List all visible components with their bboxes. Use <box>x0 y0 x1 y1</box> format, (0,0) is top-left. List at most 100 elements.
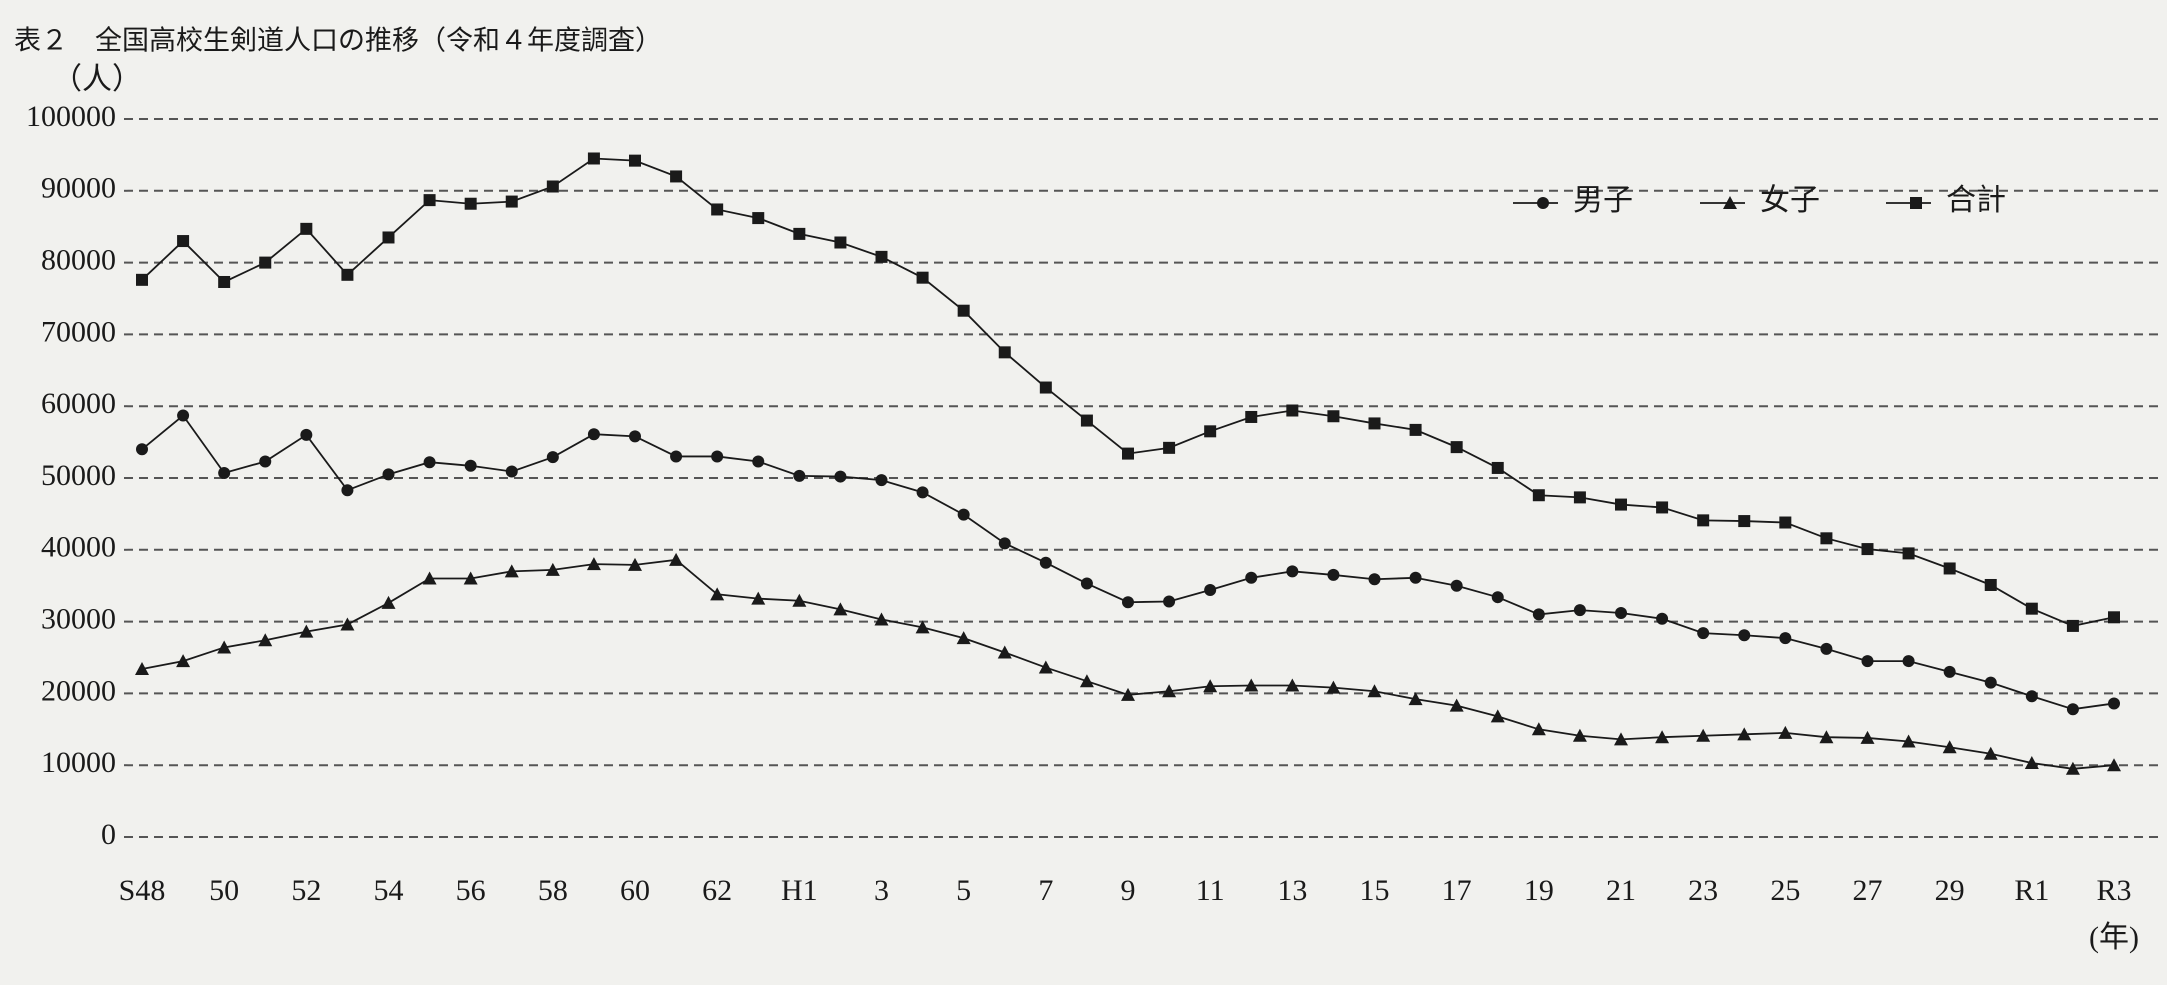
y-tick-label: 20000 <box>41 674 116 707</box>
data-point <box>300 222 313 235</box>
x-tick-label: 27 <box>1853 874 1883 907</box>
data-point <box>710 587 725 601</box>
data-point <box>1079 674 1094 688</box>
data-point <box>1163 441 1176 454</box>
data-point <box>1203 679 1218 693</box>
data-point <box>259 256 272 269</box>
data-point <box>833 602 848 616</box>
data-point <box>1286 404 1299 417</box>
data-point <box>1408 692 1423 706</box>
x-tick-label: 15 <box>1360 874 1390 907</box>
data-point <box>1162 684 1177 698</box>
data-point <box>1163 595 1176 608</box>
data-point <box>1450 441 1463 454</box>
x-tick-label: S48 <box>119 874 166 907</box>
data-point <box>1449 698 1464 712</box>
data-point <box>793 227 806 240</box>
data-point <box>1039 556 1052 569</box>
x-tick-label: 58 <box>538 874 568 907</box>
data-point <box>464 459 477 472</box>
series-line <box>141 558 2115 770</box>
data-point <box>1820 642 1833 655</box>
data-point <box>136 273 148 286</box>
data-point <box>1902 547 1915 560</box>
data-point <box>1450 579 1463 592</box>
data-point <box>998 346 1011 359</box>
data-point <box>834 236 847 249</box>
y-tick-label: 50000 <box>41 459 116 492</box>
data-point <box>1943 665 1956 678</box>
data-point <box>1368 417 1381 430</box>
data-point <box>546 451 559 464</box>
x-tick-label: R1 <box>2014 874 2049 907</box>
data-point <box>957 304 970 317</box>
data-point <box>1943 562 1956 575</box>
x-tick-label: 60 <box>620 874 650 907</box>
data-point <box>218 466 231 479</box>
series-line <box>141 157 2115 627</box>
data-point <box>628 557 642 571</box>
y-tick-label: 10000 <box>41 746 116 779</box>
y-tick-label: 90000 <box>41 172 116 205</box>
data-point <box>669 552 684 566</box>
data-point <box>423 456 436 469</box>
data-point <box>1367 684 1382 698</box>
x-tick-label: 56 <box>456 874 486 907</box>
data-point <box>587 428 600 441</box>
data-point <box>1779 516 1792 529</box>
data-point <box>1490 709 1505 723</box>
data-point <box>1080 414 1093 427</box>
legend-marker <box>1723 196 1737 209</box>
data-point <box>1942 740 1957 754</box>
data-point <box>1080 577 1093 590</box>
data-point <box>587 152 600 165</box>
data-point <box>1697 514 1710 527</box>
data-point <box>1656 501 1669 514</box>
x-tick-label: R3 <box>2096 874 2131 907</box>
data-point <box>711 450 724 463</box>
data-point <box>299 624 314 638</box>
chart-title: 表２ 全国高校生剣道人口の推移（令和４年度調査） <box>14 26 662 57</box>
x-tick-label: 19 <box>1524 874 1554 907</box>
data-point <box>1656 612 1669 625</box>
x-tick-label: 25 <box>1770 874 1800 907</box>
data-point <box>1615 498 1627 511</box>
data-point <box>505 465 518 478</box>
data-point <box>2024 756 2039 770</box>
data-point <box>2107 758 2121 772</box>
data-point <box>381 595 396 609</box>
data-point <box>1697 627 1710 640</box>
data-point <box>341 484 354 497</box>
data-point <box>217 640 232 654</box>
data-point <box>218 275 231 288</box>
data-point <box>1779 632 1792 645</box>
data-point <box>1245 410 1258 423</box>
data-point <box>177 409 190 422</box>
x-tick-label: 11 <box>1196 874 1225 907</box>
data-point <box>1984 676 1997 689</box>
data-point <box>505 195 518 208</box>
legend-marker <box>1537 197 1549 209</box>
data-point <box>1532 489 1545 502</box>
data-point <box>1902 655 1915 668</box>
data-point <box>670 170 683 183</box>
data-point <box>1696 728 1711 742</box>
data-point <box>1861 543 1874 556</box>
data-point <box>1615 606 1627 619</box>
data-point <box>1285 678 1300 692</box>
data-point <box>382 468 395 481</box>
x-tick-label: H1 <box>781 874 818 907</box>
data-point <box>916 271 929 284</box>
data-point <box>998 537 1011 550</box>
data-point <box>1531 722 1546 736</box>
data-point <box>176 654 191 668</box>
y-tick-label: 80000 <box>41 243 116 276</box>
data-point <box>792 593 807 607</box>
x-tick-label: 3 <box>874 874 889 907</box>
y-tick-label: 100000 <box>26 100 116 133</box>
data-point <box>1245 571 1258 584</box>
data-point <box>2066 619 2079 632</box>
data-point <box>1738 629 1751 642</box>
data-point <box>916 486 929 499</box>
x-tick-label: 54 <box>374 874 404 907</box>
